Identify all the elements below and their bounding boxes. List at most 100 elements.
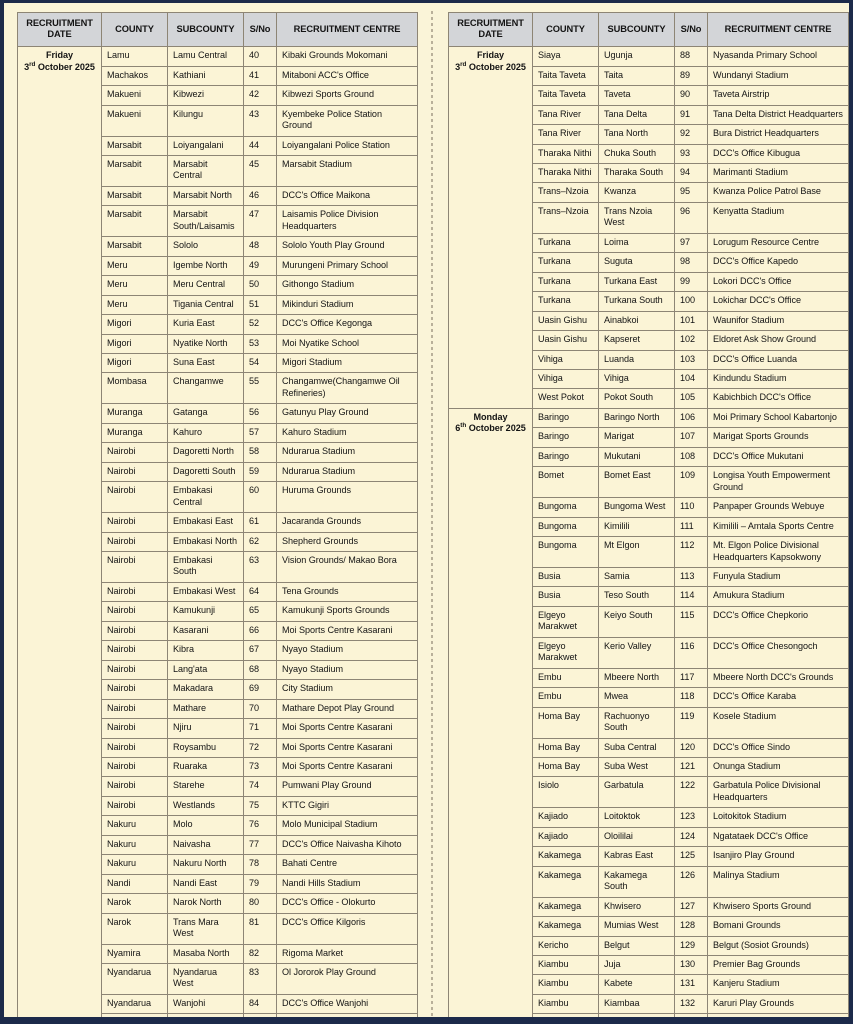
centre-cell: Waunifor Stadium xyxy=(707,310,849,332)
table-row: Narok Narok North 80 DCC's Office - Olokurt… xyxy=(18,893,418,914)
sno-cell: 81 xyxy=(243,912,277,945)
centre-cell: Moi Sports Centre Kasarani xyxy=(276,718,418,739)
sno-cell: 115 xyxy=(674,605,708,638)
subcounty-cell: Mwea xyxy=(598,687,675,708)
subcounty-cell: Luanda xyxy=(598,349,675,371)
table-row: Homa Bay Suba West 121 Onunga Stadium xyxy=(449,756,849,778)
table-row: Nyeri Mathira West 85 Kaiyaba Chief's Camp xyxy=(18,1013,418,1017)
centre-cell: Kwanza Police Patrol Base xyxy=(707,182,849,203)
county-cell: Taita Taveta xyxy=(532,65,599,87)
date-ordinal-suffix: rd xyxy=(460,60,467,68)
table-row: Friday 3rd October 2025 Lamu Lamu Central 40… xyxy=(17,46,418,1017)
sno-cell: 56 xyxy=(243,403,277,424)
subcounty-cell: Gatanga xyxy=(167,403,244,424)
centre-cell: Belgut (Sosiot Grounds) xyxy=(707,935,849,956)
centre-cell: DCC's Office Karaba xyxy=(707,687,849,708)
sno-cell: 40 xyxy=(243,46,277,67)
sno-cell: 50 xyxy=(243,275,277,296)
sno-cell: 114 xyxy=(674,586,708,607)
centre-cell: Lorugum Resource Centre xyxy=(707,232,849,254)
table-row: Homa Bay Suba Central 120 DCC's Office Sind… xyxy=(449,737,849,758)
centre-cell: Marimanti Stadium xyxy=(707,163,849,184)
subcounty-cell: Ainabkoi xyxy=(598,310,675,332)
sno-cell: 90 xyxy=(674,85,708,106)
subcounty-cell: Kerio Valley xyxy=(598,636,675,669)
two-column-layout: RECRUITMENT DATE COUNTY SUBCOUNTY S/No R… xyxy=(4,7,849,1017)
subcounty-cell: Kapseret xyxy=(598,330,675,351)
county-cell: Busia xyxy=(532,566,599,588)
table-row: Elgeyo Marakwet Keiyo South 115 DCC's Offic… xyxy=(449,605,849,638)
subcounty-cell: Bomet East xyxy=(598,466,675,499)
subcounty-cell: Westlands xyxy=(167,795,244,817)
centre-cell: Kabichbich DCC's Office xyxy=(707,388,849,409)
sno-cell: 82 xyxy=(243,943,277,964)
subcounty-cell: Khwisero xyxy=(598,896,675,918)
table-row: Baringo Mukutani 108 DCC's Office Mukutani xyxy=(449,446,849,468)
table-row: Nairobi Embakasi North 62 Shepherd Grounds xyxy=(18,531,418,553)
county-cell: Kajiado xyxy=(532,826,599,848)
county-cell: Nairobi xyxy=(101,679,168,700)
right-column: RECRUITMENT DATE COUNTY SUBCOUNTY S/No R… xyxy=(436,7,849,1017)
table-row: Kajiado Loitoktok 123 Loitokitok Stadium xyxy=(449,807,849,828)
table-row: West Pokot Pokot South 105 Kabichbich DCC's… xyxy=(449,388,849,409)
county-cell: Tharaka Nithi xyxy=(532,143,599,165)
table-row: Marsabit Marsabit North 46 DCC's Office Mai… xyxy=(18,185,418,207)
subcounty-cell: Mbeere North xyxy=(598,667,675,689)
table-row: Mombasa Changamwe 55 Changamwe(Changamwe Oi… xyxy=(18,372,418,405)
centre-cell: Wundanyi Stadium xyxy=(707,65,849,87)
county-cell: Baringo xyxy=(532,446,599,468)
centre-cell: DCC's Office Chonyi xyxy=(707,1013,849,1017)
county-cell: Homa Bay xyxy=(532,737,599,758)
table-header-right: RECRUITMENT DATE COUNTY SUBCOUNTY S/No R… xyxy=(448,11,849,48)
centre-cell: Moi Sports Centre Kasarani xyxy=(276,620,418,642)
table-row: Nairobi Mathare 70 Mathare Depot Play Groun… xyxy=(18,698,418,720)
subcounty-cell: Kilungu xyxy=(167,104,244,137)
centre-cell: Loitokitok Stadium xyxy=(707,807,849,828)
date-weekday: Friday xyxy=(46,50,73,61)
centre-cell: Mathare Depot Play Ground xyxy=(276,698,418,720)
county-cell: Meru xyxy=(101,275,168,296)
county-cell: Baringo xyxy=(532,427,599,448)
centre-cell: DCC's Office Mukutani xyxy=(707,446,849,468)
sno-cell: 96 xyxy=(674,201,708,234)
county-cell: Vihiga xyxy=(532,369,599,390)
county-cell: Kericho xyxy=(532,935,599,956)
subcounty-cell: Tana North xyxy=(598,124,675,145)
sno-cell: 69 xyxy=(243,679,277,700)
date-full: 3rd October 2025 xyxy=(455,60,526,72)
sno-cell: 118 xyxy=(674,687,708,708)
subcounty-cell: Kasarani xyxy=(167,620,244,642)
sno-cell: 133 xyxy=(674,1013,708,1017)
column-header-county: COUNTY xyxy=(532,11,599,48)
table-row: Kilifi Chonyi 133 DCC's Office Chonyi xyxy=(449,1013,849,1017)
sno-cell: 44 xyxy=(243,135,277,157)
sno-cell: 62 xyxy=(243,531,277,553)
county-cell: Busia xyxy=(532,586,599,607)
subcounty-cell: Taveta xyxy=(598,85,675,106)
table-row: Monday 6th October 2025 Baringo Baringo Nor… xyxy=(448,407,849,1017)
county-cell: Narok xyxy=(101,912,168,945)
sno-cell: 71 xyxy=(243,718,277,739)
centre-cell: Premier Bag Grounds xyxy=(707,954,849,976)
centre-cell: Onunga Stadium xyxy=(707,756,849,778)
sno-cell: 130 xyxy=(674,954,708,976)
table-row: Nairobi Dagoretti South 59 Ndurarua Stadium xyxy=(18,461,418,483)
column-header-sno: S/No xyxy=(674,11,708,48)
sno-cell: 107 xyxy=(674,427,708,448)
centre-cell: Mbeere North DCC's Grounds xyxy=(707,667,849,689)
county-cell: Marsabit xyxy=(101,135,168,157)
centre-cell: Nyayo Stadium xyxy=(276,659,418,681)
county-cell: Muranga xyxy=(101,403,168,424)
sno-cell: 89 xyxy=(674,65,708,87)
centre-cell: Kindundu Stadium xyxy=(707,369,849,390)
centre-cell: Githongo Stadium xyxy=(276,275,418,296)
centre-cell: Shepherd Grounds xyxy=(276,531,418,553)
subcounty-cell: Nyatike North xyxy=(167,333,244,355)
subcounty-cell: Rachuonyo South xyxy=(598,706,675,739)
subcounty-cell: Dagoretti South xyxy=(167,461,244,483)
table-row: Nairobi Ruaraka 73 Moi Sports Centre Kasara… xyxy=(18,756,418,778)
column-header-date: RECRUITMENT DATE xyxy=(17,11,102,48)
centre-cell: Malinya Stadium xyxy=(707,865,849,898)
sno-cell: 97 xyxy=(674,232,708,254)
centre-cell: DCC's Office Kapedo xyxy=(707,252,849,273)
